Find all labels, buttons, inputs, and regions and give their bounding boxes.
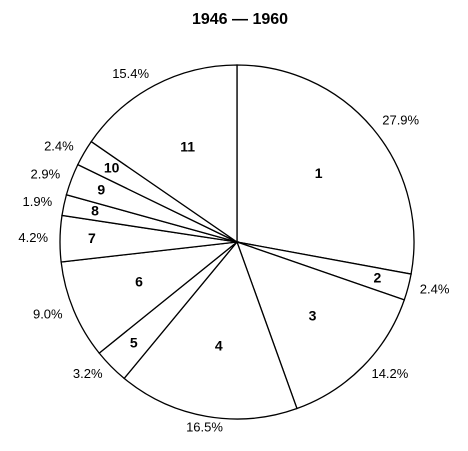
slice-label: 1 xyxy=(315,165,323,181)
pie-slice xyxy=(236,64,415,275)
slice-label: 3 xyxy=(309,307,317,323)
value-label: 15.4% xyxy=(112,66,149,81)
slice-label: 4 xyxy=(215,337,223,353)
pie-slice xyxy=(90,64,238,244)
slice-label: 8 xyxy=(91,202,99,218)
value-label: 9.0% xyxy=(33,306,63,321)
slice-label: 2 xyxy=(373,270,381,286)
value-label: 3.2% xyxy=(73,366,103,381)
pie-slice xyxy=(235,240,406,410)
value-label: 4.2% xyxy=(18,230,48,245)
slice-label: 10 xyxy=(104,160,120,176)
value-label: 16.5% xyxy=(186,420,223,435)
slice-label: 5 xyxy=(130,335,138,351)
slice-label: 9 xyxy=(97,181,105,197)
chart-title: 1946 — 1960 xyxy=(192,11,288,28)
pie-slice xyxy=(123,240,298,420)
value-label: 27.9% xyxy=(382,113,419,128)
slice-label: 11 xyxy=(180,139,195,155)
value-label: 2.9% xyxy=(31,167,61,182)
value-label: 1.9% xyxy=(23,194,53,209)
value-label: 14.2% xyxy=(371,366,408,381)
value-label: 2.4% xyxy=(420,282,450,297)
slice-label: 7 xyxy=(88,230,96,246)
value-label: 2.4% xyxy=(44,138,74,153)
pie-slice xyxy=(60,241,240,355)
slice-label: 6 xyxy=(135,274,143,290)
